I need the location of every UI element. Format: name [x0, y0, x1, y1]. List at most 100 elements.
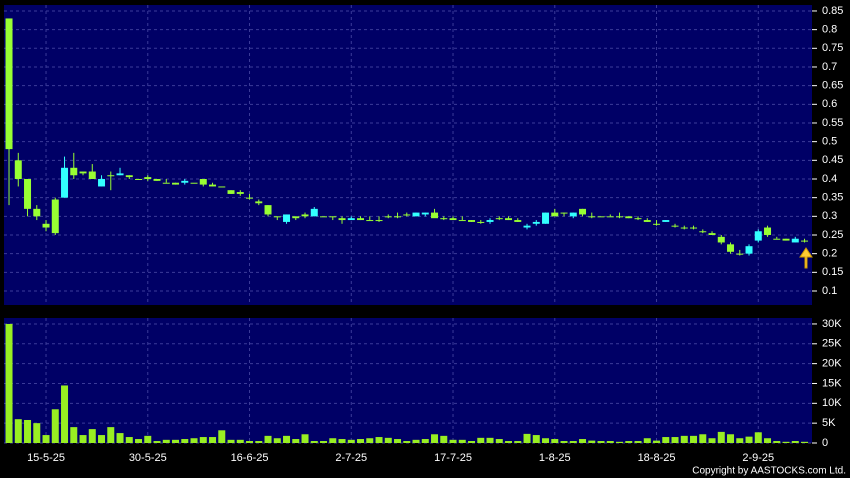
candle-body [727, 244, 735, 252]
volume-bar [449, 439, 457, 443]
volume-bar [24, 419, 32, 443]
volume-bar [42, 435, 50, 443]
candle-body [754, 231, 762, 241]
volume-bar [532, 435, 540, 443]
candle-body [162, 182, 170, 184]
volume-bar [144, 435, 152, 443]
volume-bar [61, 385, 69, 443]
candle-body [292, 216, 300, 219]
candle-body [579, 208, 587, 215]
candle-body [653, 223, 661, 225]
candle-body [125, 175, 133, 178]
volume-bar [329, 438, 337, 443]
volume-bar [51, 409, 59, 443]
volume-bar [801, 441, 809, 443]
candle-body [172, 182, 180, 185]
y-tick-label: 30K [822, 318, 842, 330]
candle-body [616, 216, 624, 218]
volume-bar [486, 437, 494, 443]
volume-bar [209, 437, 217, 443]
volume-bar [181, 439, 189, 443]
candle-body [458, 220, 466, 222]
candle-body [449, 218, 457, 221]
y-tick-label: 0.55 [822, 117, 843, 129]
volume-bar [505, 441, 513, 443]
candle-body [384, 216, 392, 218]
candle-body [745, 246, 753, 254]
volume-bar [338, 439, 346, 443]
candle-body [153, 178, 161, 181]
y-tick-label: 5K [822, 417, 836, 429]
candle-body [264, 205, 272, 215]
candle-body [320, 216, 328, 218]
volume-bar [727, 434, 735, 443]
y-tick-label: 0.25 [822, 229, 843, 241]
y-tick-label: 0.15 [822, 266, 843, 278]
candle-body [588, 216, 596, 218]
volume-bar [708, 438, 716, 443]
candle-body [634, 218, 642, 220]
volume-bar [440, 435, 448, 443]
y-tick-label: 0.7 [822, 61, 837, 73]
y-tick-label: 10K [822, 397, 842, 409]
candle-body [310, 208, 318, 217]
price-panel [4, 5, 812, 305]
candle-body [671, 225, 679, 227]
volume-bar [597, 441, 605, 443]
y-tick-label: 0.6 [822, 98, 837, 110]
candle-body [135, 178, 143, 180]
volume-bar [255, 441, 263, 443]
volume-bar [394, 439, 402, 443]
x-tick-label: 2-9-25 [742, 452, 774, 464]
volume-bar [246, 441, 254, 443]
candle-body [468, 220, 476, 222]
volume-bar [782, 441, 790, 443]
candle-body [209, 184, 217, 187]
candle-body [523, 225, 531, 228]
candle-body [98, 178, 106, 187]
candle-body [625, 216, 633, 219]
candle-body [782, 238, 790, 241]
candle-body [338, 218, 346, 221]
candle-body [181, 180, 189, 183]
x-tick-label: 17-7-25 [434, 452, 472, 464]
candle-body [375, 220, 383, 222]
volume-bar [653, 440, 661, 443]
volume-bar [699, 434, 707, 443]
candle-body [477, 221, 485, 223]
candle-body [680, 227, 688, 229]
volume-bar [773, 441, 781, 443]
candle-body [199, 178, 207, 185]
volume-bar [421, 439, 429, 443]
candle-body [88, 171, 96, 179]
volume-bar [375, 437, 383, 443]
current-arrow [799, 247, 813, 269]
candle-body [246, 197, 254, 199]
volume-bar [680, 435, 688, 443]
volume-bar [33, 423, 41, 443]
candle-body [236, 192, 244, 194]
x-tick-label: 15-5-25 [27, 452, 65, 464]
y-tick-label: 0.4 [822, 173, 837, 185]
volume-bar [199, 437, 207, 443]
volume-bar [153, 441, 161, 443]
volume-bar [690, 435, 698, 443]
candle-body [560, 212, 568, 214]
volume-bar [634, 441, 642, 443]
candle-body [116, 173, 124, 176]
candle-body [218, 186, 226, 188]
candle-body [357, 218, 365, 221]
volume-bar [347, 439, 355, 443]
candle-body [283, 214, 291, 222]
volume-bar [403, 441, 411, 443]
y-tick-label: 25K [822, 338, 842, 350]
candle-body [542, 212, 550, 224]
volume-bar [764, 438, 772, 443]
candle-body [255, 201, 263, 204]
volume-bar [431, 434, 439, 443]
candle-body [708, 233, 716, 235]
volume-bar [745, 436, 753, 443]
volume-bar [514, 441, 522, 443]
volume-bar [791, 441, 799, 443]
